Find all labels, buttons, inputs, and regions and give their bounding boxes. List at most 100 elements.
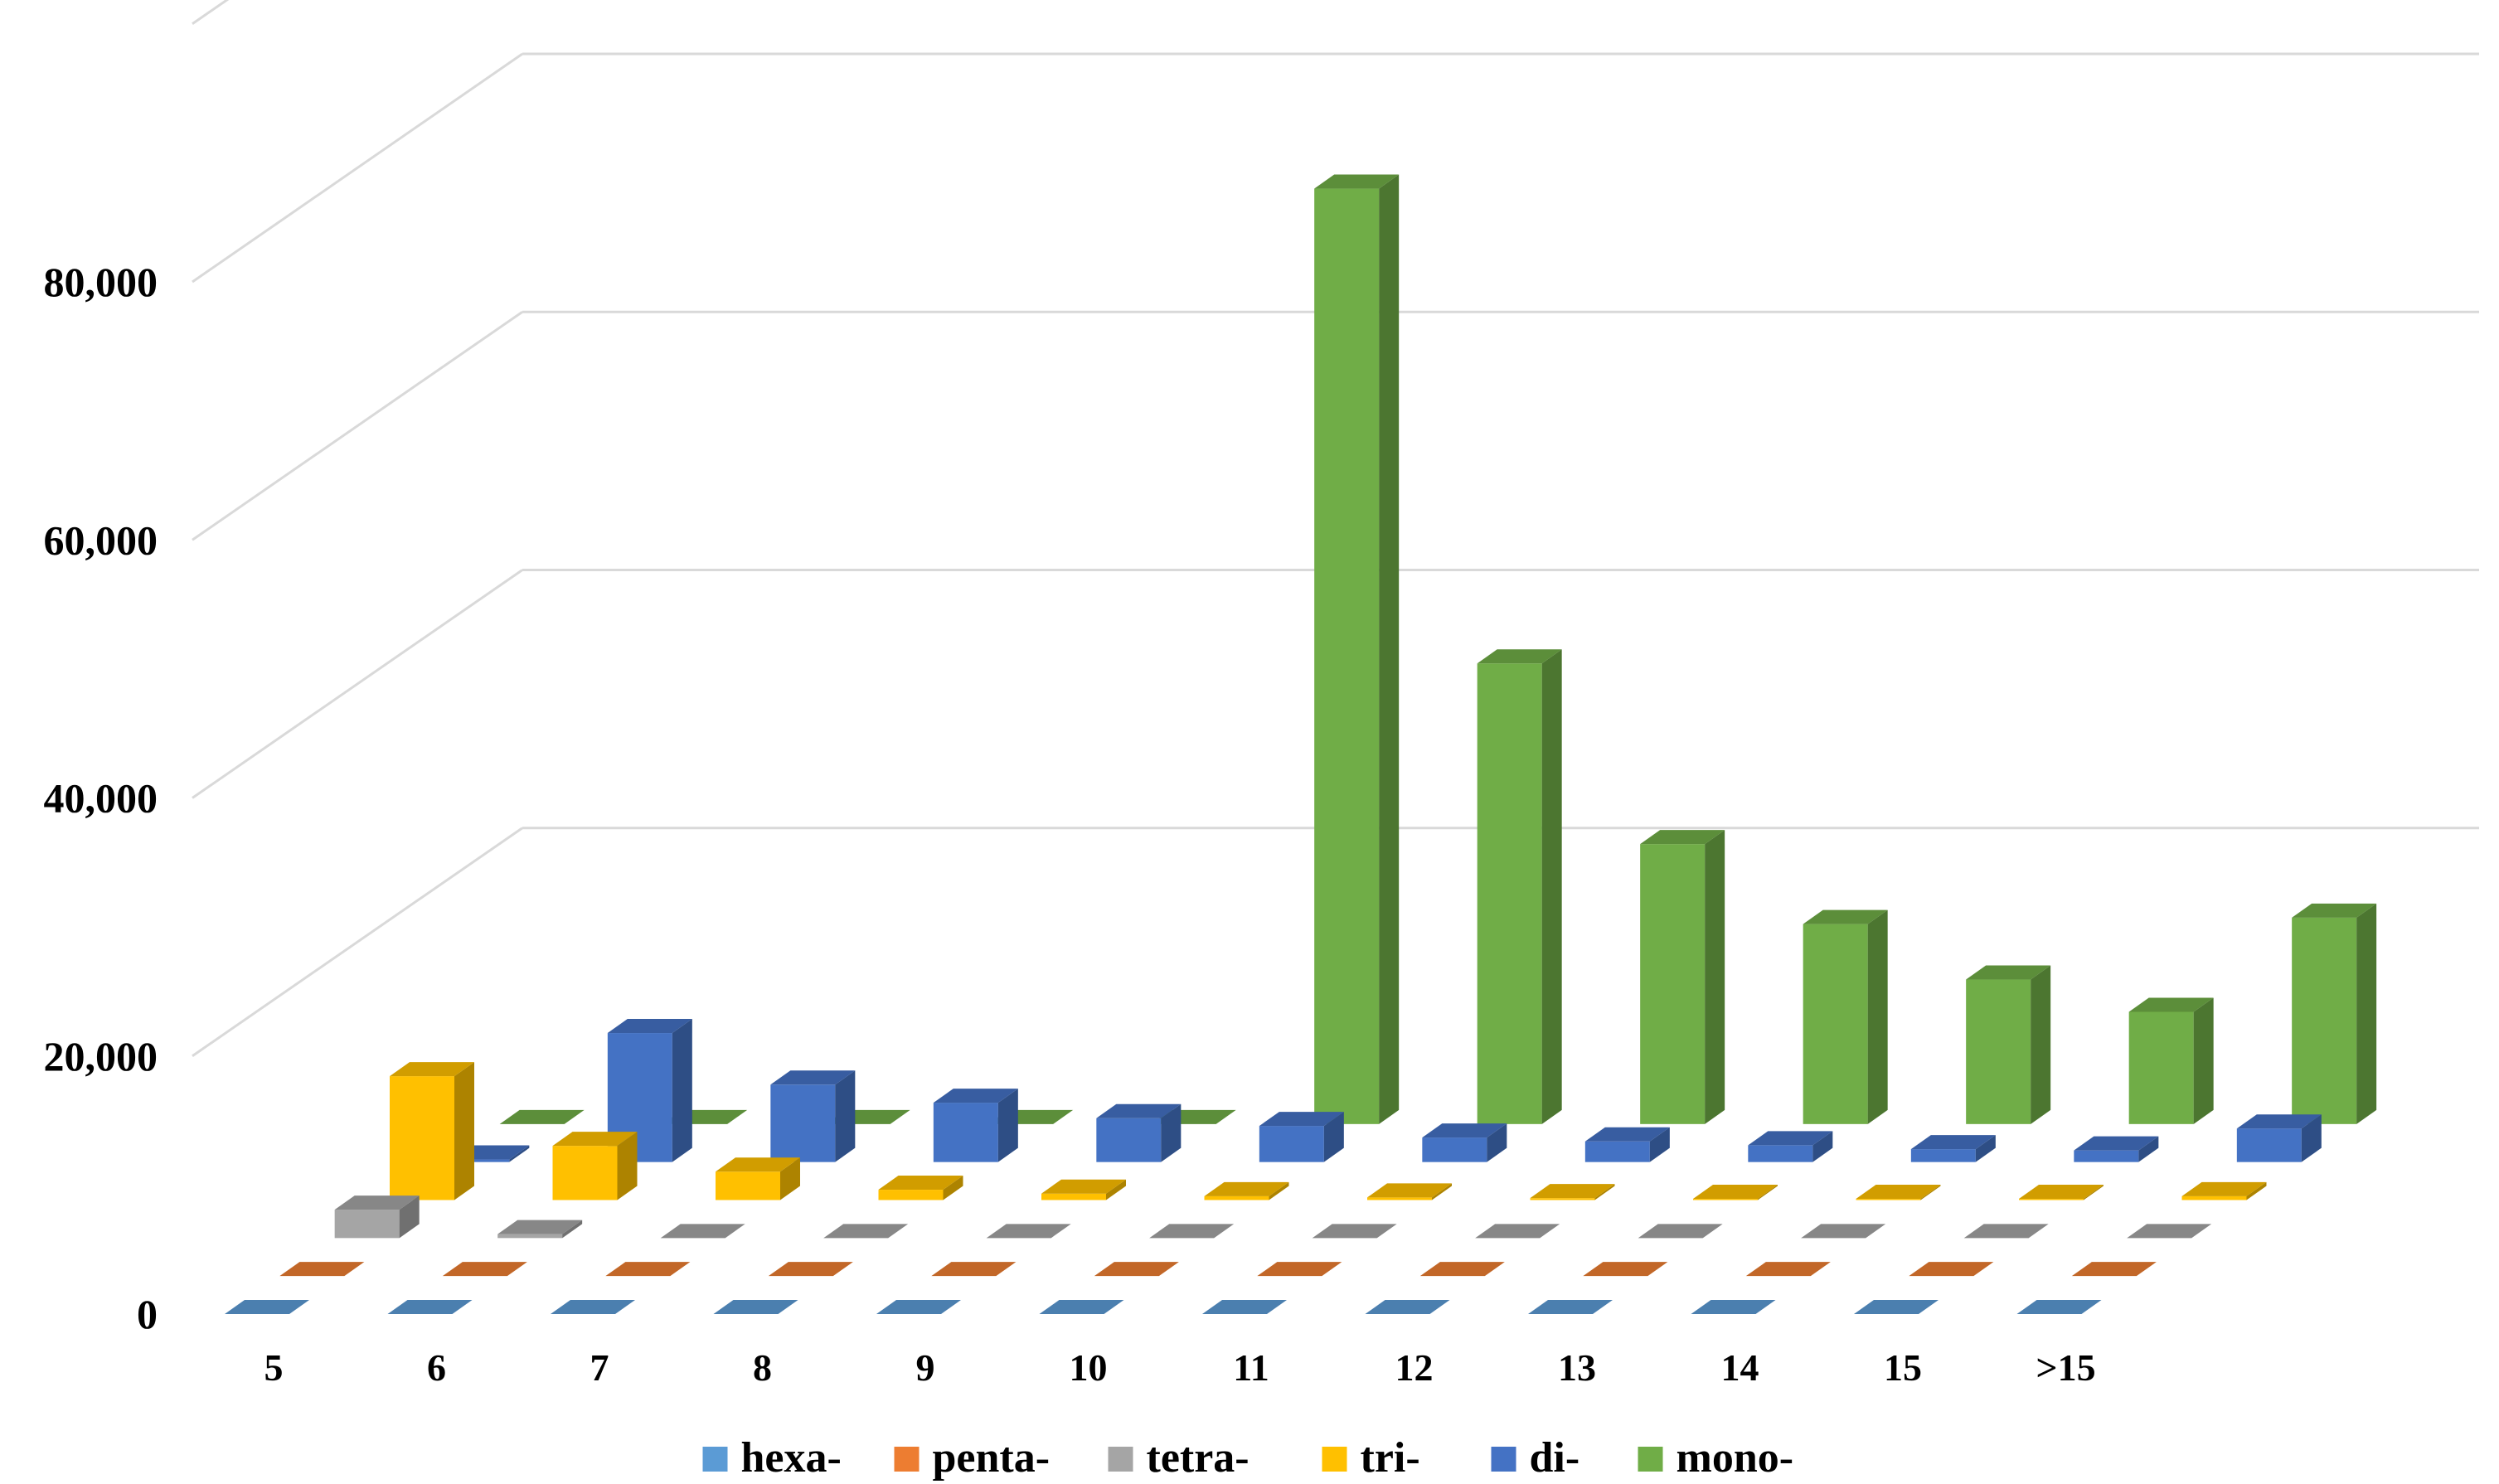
legend-swatch (1638, 1447, 1663, 1472)
bar (770, 1070, 856, 1162)
bar (768, 1262, 853, 1277)
x-tick-label: 13 (1558, 1346, 1596, 1389)
bar (1640, 830, 1725, 1124)
bar (442, 1262, 527, 1277)
bar (2292, 903, 2377, 1124)
y-tick-label: 40,000 (44, 775, 158, 822)
bar (1365, 1300, 1450, 1314)
x-axis-ticks: 5 6 7 8 9 10 11 12 13 14 15 >15 (264, 1346, 2096, 1389)
gridlines (192, 0, 2479, 1057)
bar (876, 1300, 961, 1314)
bar (1528, 1300, 1613, 1314)
legend-swatch (1322, 1447, 1347, 1472)
bar (1745, 1262, 1831, 1277)
bar (1963, 1224, 2049, 1239)
bar (1422, 1123, 1507, 1162)
x-tick-label: 12 (1395, 1346, 1434, 1389)
bar (1312, 1224, 1397, 1239)
x-tick-label: 10 (1070, 1346, 1108, 1389)
bar (716, 1157, 800, 1200)
bar (2236, 1114, 2322, 1162)
legend-label: penta- (933, 1434, 1051, 1482)
bar (1096, 1103, 1182, 1162)
y-axis-ticks: 0 20,000 40,000 60,000 80,000 (44, 259, 158, 1337)
bar (1419, 1262, 1505, 1277)
bar (1259, 1112, 1344, 1162)
bar (1583, 1262, 1668, 1277)
bars (225, 174, 2377, 1314)
bar (605, 1262, 691, 1277)
y-tick-label: 20,000 (44, 1033, 158, 1079)
bar (1693, 1184, 1778, 1200)
x-tick-label: 8 (753, 1346, 772, 1389)
bar (552, 1132, 638, 1200)
gridline-side (192, 569, 523, 799)
series-tri (390, 1062, 2267, 1200)
bar (1204, 1181, 1289, 1200)
bar (878, 1176, 963, 1200)
bar (2071, 1262, 2157, 1277)
bar (1691, 1300, 1776, 1314)
x-tick-label: 7 (590, 1346, 609, 1389)
bar (334, 1195, 420, 1239)
gridline-side (192, 311, 523, 541)
bar (1803, 909, 1888, 1124)
legend-item-tri: tri- (1322, 1434, 1420, 1482)
x-tick-label: 11 (1233, 1346, 1269, 1389)
bar (225, 1300, 309, 1314)
bar (1257, 1262, 1342, 1277)
bar (2019, 1184, 2104, 1200)
bar (551, 1300, 635, 1314)
legend: hexa-penta-tetra-tri-di-mono- (702, 1434, 1794, 1482)
legend-label: di- (1530, 1434, 1580, 1482)
bar (933, 1089, 1018, 1162)
legend-swatch (1491, 1447, 1516, 1472)
bar (1039, 1300, 1124, 1314)
bar (1748, 1131, 1833, 1162)
bar (390, 1062, 474, 1200)
x-tick-label: 6 (427, 1346, 446, 1389)
bar (1909, 1262, 1994, 1277)
legend-swatch (702, 1447, 728, 1472)
legend-item-tetra: tetra- (1108, 1434, 1250, 1482)
y-tick-label: 0 (137, 1291, 158, 1337)
bar (1094, 1262, 1179, 1277)
bar (1801, 1224, 1886, 1239)
bar (1910, 1135, 1996, 1162)
bar (931, 1262, 1017, 1277)
bar (986, 1224, 1071, 1239)
x-tick-label: 14 (1721, 1346, 1759, 1389)
legend-label: tetra- (1147, 1434, 1250, 1482)
bar (279, 1262, 365, 1277)
bar (387, 1300, 473, 1314)
y-tick-label: 80,000 (44, 259, 158, 305)
bar (713, 1300, 798, 1314)
bar (2016, 1300, 2102, 1314)
x-tick-label: 5 (264, 1346, 284, 1389)
bar (2181, 1181, 2267, 1200)
bar (823, 1224, 909, 1239)
gridline-side (192, 0, 230, 25)
series-penta (279, 1262, 2157, 1277)
bar (1477, 649, 1562, 1124)
bar (1202, 1300, 1287, 1314)
legend-label: mono- (1677, 1434, 1794, 1482)
bar (499, 1109, 585, 1124)
series-hexa (225, 1300, 2102, 1314)
bar (1966, 965, 2051, 1124)
bar (1367, 1183, 1452, 1200)
legend-swatch (1108, 1447, 1133, 1472)
legend-item-hexa: hexa- (702, 1434, 842, 1482)
series-mono (499, 174, 2377, 1124)
gridline-side (192, 827, 523, 1057)
bar (1638, 1224, 1723, 1239)
x-tick-label: 15 (1884, 1346, 1922, 1389)
legend-item-mono: mono- (1638, 1434, 1794, 1482)
legend-swatch (894, 1447, 920, 1472)
bar (2128, 997, 2214, 1124)
bar (1854, 1300, 1939, 1314)
legend-label: hexa- (741, 1434, 842, 1482)
bar (660, 1224, 745, 1239)
bar (1149, 1224, 1235, 1239)
